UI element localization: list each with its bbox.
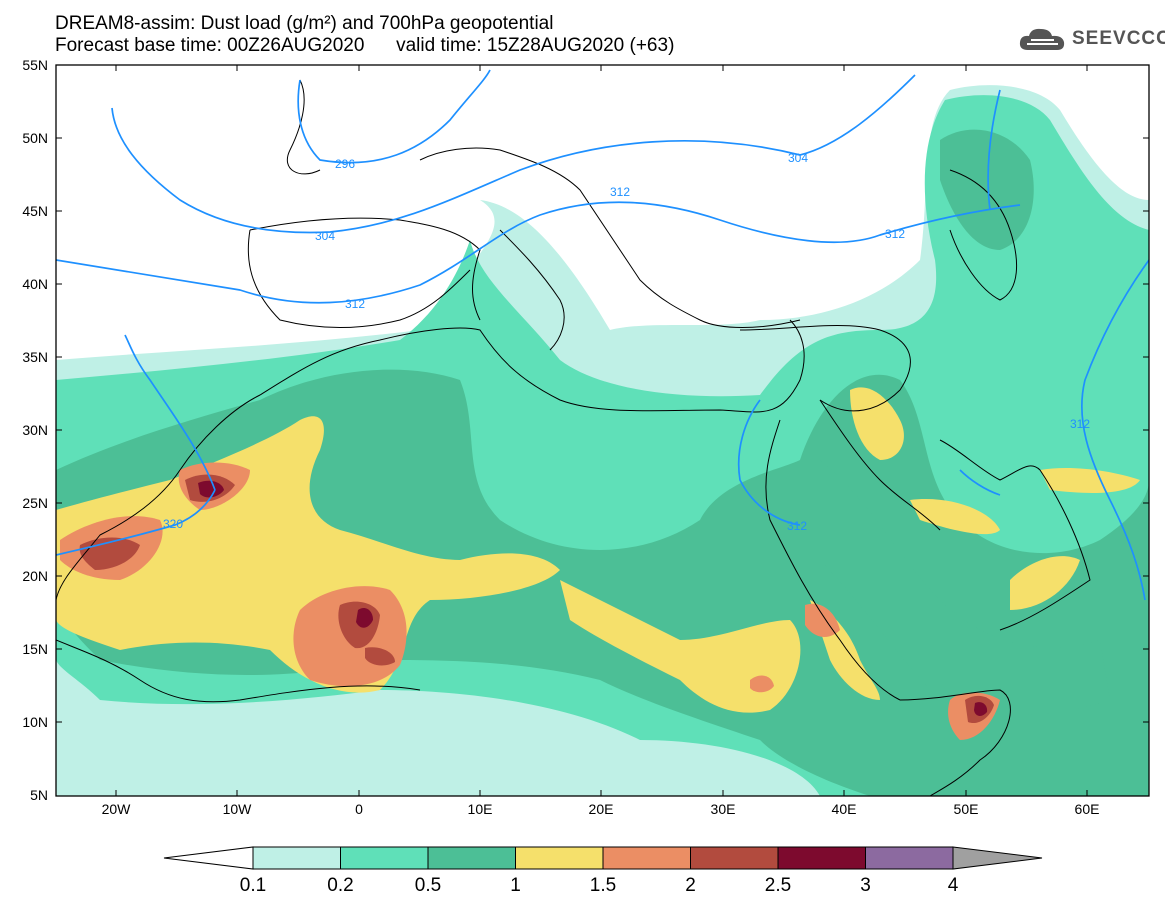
lat-label: 40N — [22, 276, 48, 292]
colorbar-segment — [163, 846, 254, 870]
lon-label: 30E — [711, 801, 736, 817]
lon-label: 40E — [832, 801, 857, 817]
contour-label: 304 — [788, 151, 808, 165]
lon-label: 20W — [102, 801, 132, 817]
coastlines — [56, 79, 1091, 796]
contour-label: 312 — [1070, 417, 1090, 431]
lon-label: 10W — [223, 801, 253, 817]
lat-label: 25N — [22, 495, 48, 511]
lon-label: 50E — [954, 801, 979, 817]
latitude-axis: 55N 50N 45N 40N 35N 30N 25N 20N 15N 10N … — [22, 57, 1149, 803]
colorbar-labels: 0.1 0.2 0.5 1 1.5 2 2.5 3 4 — [240, 875, 959, 896]
colorbar-segment — [515, 846, 604, 870]
colorbar-segment — [690, 846, 779, 870]
colorbar-segment — [252, 846, 341, 870]
lat-label: 20N — [22, 568, 48, 584]
lat-label: 45N — [22, 203, 48, 219]
lat-label: 30N — [22, 422, 48, 438]
lon-label: 10E — [468, 801, 493, 817]
colorbar-label: 1 — [510, 875, 521, 896]
colorbar-label: 2 — [685, 875, 696, 896]
dust-field — [56, 85, 1149, 796]
lon-label: 20E — [589, 801, 614, 817]
lat-label: 35N — [22, 349, 48, 365]
lat-label: 55N — [22, 57, 48, 73]
colorbar-label: 2.5 — [765, 875, 791, 896]
colorbar-label: 1.5 — [590, 875, 616, 896]
colorbar — [163, 846, 1043, 870]
contour-label: 320 — [163, 517, 183, 531]
colorbar-segment — [427, 846, 516, 870]
forecast-time-line: Forecast base time: 00Z26AUG2020 valid t… — [55, 35, 675, 56]
contour-label: 304 — [315, 229, 335, 243]
colorbar-label: 0.1 — [240, 875, 266, 896]
cloud-icon — [1019, 28, 1065, 50]
colorbar-segment — [865, 846, 954, 870]
lat-label: 10N — [22, 714, 48, 730]
lon-label: 60E — [1075, 801, 1100, 817]
lat-label: 50N — [22, 130, 48, 146]
colorbar-label: 0.2 — [327, 875, 353, 896]
longitude-axis: 20W 10W 0 10E 20E 30E 40E 50E 60E — [102, 65, 1100, 817]
contour-label: 312 — [885, 227, 905, 241]
colorbar-label: 3 — [860, 875, 871, 896]
lat-label: 15N — [22, 641, 48, 657]
contour-label: 312 — [787, 519, 807, 533]
colorbar-label: 0.5 — [415, 875, 441, 896]
colorbar-label: 4 — [948, 875, 959, 896]
colorbar-segment — [952, 846, 1043, 870]
contour-label: 312 — [345, 297, 365, 311]
contour-label: 312 — [610, 185, 630, 199]
map-title: DREAM8-assim: Dust load (g/m²) and 700hP… — [55, 13, 554, 34]
lon-label: 0 — [355, 801, 363, 817]
contour-labels: 296 304 304 312 312 312 312 312 320 — [163, 151, 1090, 533]
lat-label: 5N — [30, 787, 48, 803]
contour-label: 296 — [335, 157, 355, 171]
geopotential-contours — [56, 69, 1149, 601]
colorbar-segment — [602, 846, 691, 870]
colorbar-segment — [777, 846, 866, 870]
seevccc-logo: SEEVCCC — [1018, 26, 1165, 52]
colorbar-segment — [340, 846, 429, 870]
logo-text: SEEVCCC — [1072, 28, 1165, 49]
